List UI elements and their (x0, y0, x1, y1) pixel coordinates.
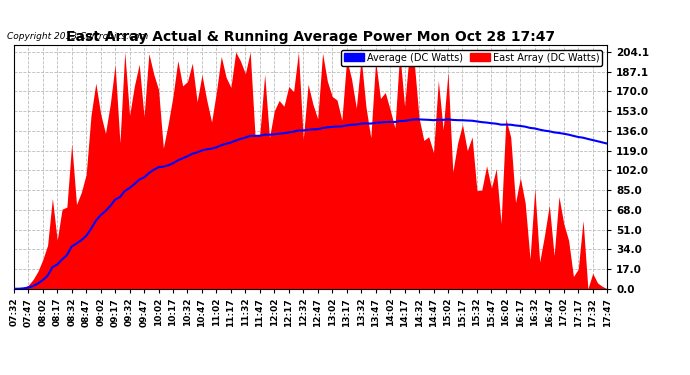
Text: Copyright 2013 Cartronics.com: Copyright 2013 Cartronics.com (7, 32, 148, 41)
Title: East Array Actual & Running Average Power Mon Oct 28 17:47: East Array Actual & Running Average Powe… (66, 30, 555, 44)
Legend: Average (DC Watts), East Array (DC Watts): Average (DC Watts), East Array (DC Watts… (342, 50, 602, 66)
